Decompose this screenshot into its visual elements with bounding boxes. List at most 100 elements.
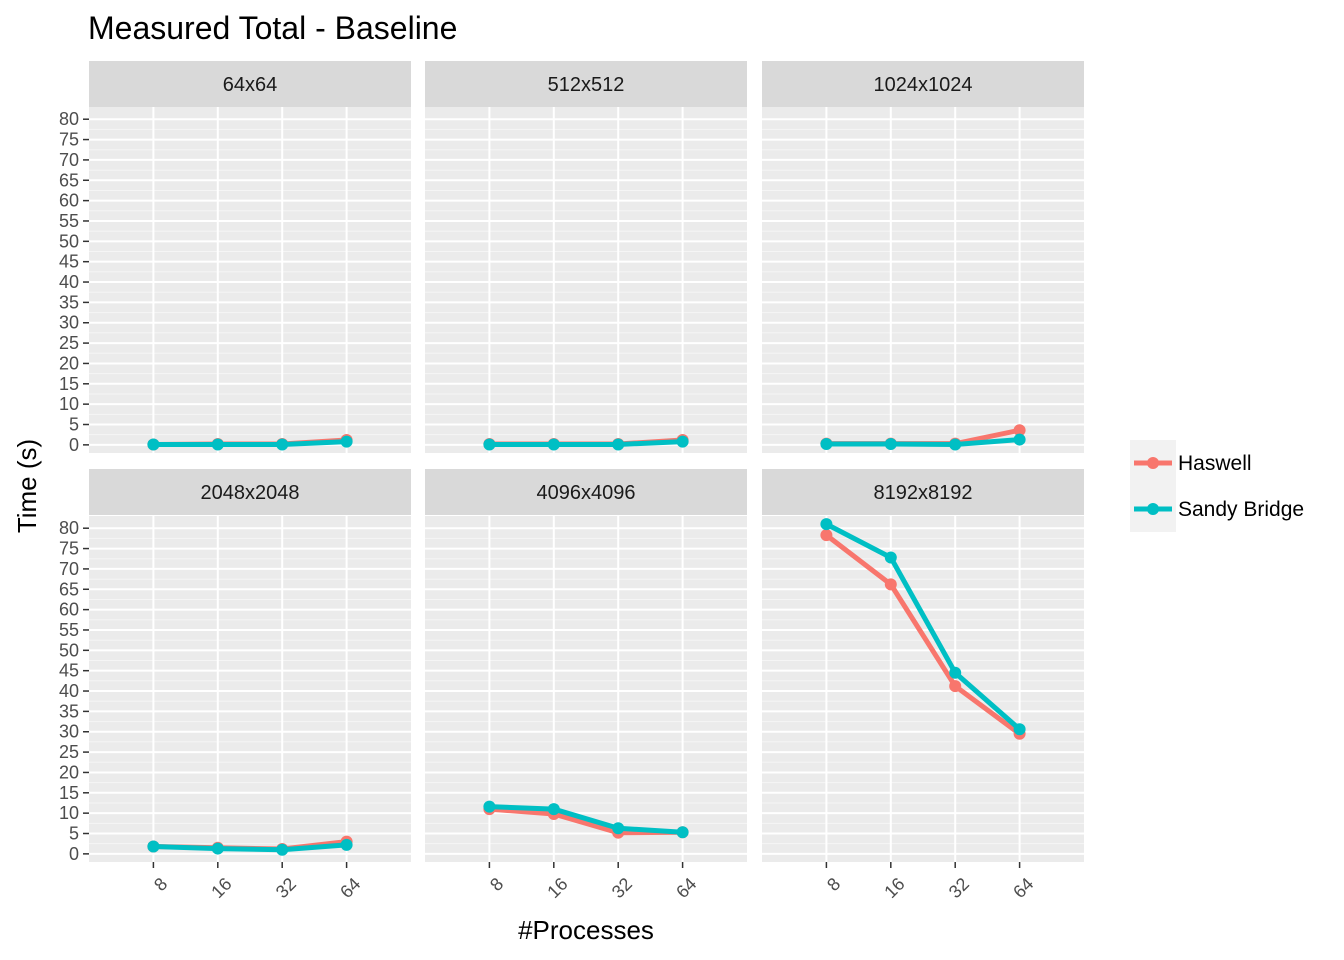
- y-tick-label: 15: [59, 374, 79, 394]
- y-tick-label: 80: [59, 109, 79, 129]
- data-point: [820, 438, 833, 451]
- y-axis-title: Time (s): [12, 439, 42, 533]
- y-tick-label: 75: [59, 539, 79, 559]
- data-point: [340, 435, 353, 448]
- series-line: [823, 437, 1023, 447]
- x-axis-title: #Processes: [518, 915, 654, 945]
- y-tick-label: 5: [69, 824, 79, 844]
- data-point: [820, 529, 833, 542]
- y-tick-label: 45: [59, 661, 79, 681]
- facet-panels: 64x6405101520253035404550556065707580512…: [59, 61, 1084, 902]
- facet-panel: 1024x1024: [762, 61, 1084, 453]
- facet-panel: 512x512: [425, 61, 747, 453]
- y-tick-label: 55: [59, 620, 79, 640]
- y-tick-label: 10: [59, 803, 79, 823]
- legend-key-point: [1147, 503, 1159, 515]
- data-point: [483, 800, 496, 813]
- y-tick-label: 0: [69, 435, 79, 455]
- facet-strip: [89, 469, 411, 515]
- y-tick-label: 50: [59, 231, 79, 251]
- data-point: [276, 843, 289, 856]
- x-tick-label: 64: [1009, 874, 1037, 902]
- data-point: [949, 666, 962, 679]
- x-tick-label: 8: [150, 874, 171, 895]
- panel-background: [762, 107, 1084, 453]
- facet-strip-label: 4096x4096: [537, 482, 636, 504]
- y-tick-label: 15: [59, 783, 79, 803]
- y-tick-label: 10: [59, 394, 79, 414]
- facet-strip: [89, 61, 411, 107]
- y-tick-label: 20: [59, 353, 79, 373]
- panel-background: [425, 516, 747, 862]
- data-point: [211, 842, 224, 855]
- legend-label: Sandy Bridge: [1178, 498, 1304, 521]
- facet-strip-label: 8192x8192: [874, 482, 973, 504]
- facet-panel: 4096x4096 8 16 32 64: [425, 469, 747, 902]
- series-line: [823, 521, 1023, 732]
- y-tick-label: 80: [59, 518, 79, 538]
- data-point: [147, 840, 160, 853]
- series-line: [486, 804, 686, 835]
- y-tick-label: 60: [59, 191, 79, 211]
- data-point: [340, 838, 353, 851]
- y-tick-label: 65: [59, 579, 79, 599]
- y-tick-label: 70: [59, 150, 79, 170]
- y-tick-label: 45: [59, 252, 79, 272]
- y-tick-label: 25: [59, 333, 79, 353]
- y-tick-label: 0: [69, 844, 79, 864]
- legend-label: Haswell: [1178, 452, 1252, 475]
- y-tick-label: 55: [59, 211, 79, 231]
- y-tick-label: 60: [59, 600, 79, 620]
- data-point: [1013, 433, 1026, 446]
- series-line: [150, 842, 350, 853]
- facet-panel: 2048x20480510152025303540455055606570758…: [59, 469, 411, 902]
- x-tick-label: 64: [672, 874, 700, 902]
- y-tick-label: 30: [59, 722, 79, 742]
- data-point: [483, 438, 496, 451]
- panel-background: [89, 107, 411, 453]
- y-tick-label: 65: [59, 170, 79, 190]
- data-point: [676, 826, 689, 839]
- data-point: [676, 435, 689, 448]
- facet-strip-label: 1024x1024: [874, 74, 973, 96]
- facet-strip: [425, 469, 747, 515]
- series-line: [823, 532, 1023, 737]
- legend: Haswell Sandy Bridge: [1130, 440, 1304, 532]
- y-tick-label: 20: [59, 762, 79, 782]
- y-tick-label: 40: [59, 272, 79, 292]
- y-tick-label: 30: [59, 313, 79, 333]
- data-point: [612, 438, 625, 451]
- x-tick-label: 16: [543, 874, 571, 902]
- facet-strip-label: 512x512: [548, 74, 625, 96]
- data-point: [820, 518, 833, 531]
- data-point: [211, 438, 224, 451]
- y-tick-label: 40: [59, 681, 79, 701]
- panel-background: [762, 516, 1084, 862]
- panel-background: [89, 516, 411, 862]
- data-point: [884, 438, 897, 451]
- y-tick-label: 25: [59, 742, 79, 762]
- facet-strip: [425, 61, 747, 107]
- data-point: [612, 822, 625, 835]
- data-point: [884, 578, 897, 591]
- data-point: [1013, 424, 1026, 437]
- data-point: [147, 438, 160, 451]
- y-tick-label: 75: [59, 130, 79, 150]
- data-point: [884, 551, 897, 564]
- data-point: [949, 680, 962, 693]
- series-line: [486, 439, 686, 447]
- x-tick-label: 32: [272, 874, 300, 902]
- y-tick-label: 5: [69, 415, 79, 435]
- legend-key-point: [1147, 457, 1159, 469]
- data-point: [1013, 723, 1026, 736]
- data-point: [547, 803, 560, 816]
- facet-strip-label: 2048x2048: [201, 482, 300, 504]
- x-tick-label: 16: [880, 874, 908, 902]
- data-point: [276, 438, 289, 451]
- x-tick-label: 8: [486, 874, 507, 895]
- x-tick-label: 32: [945, 874, 973, 902]
- series-line: [150, 439, 350, 447]
- x-tick-label: 8: [823, 874, 844, 895]
- x-tick-label: 32: [608, 874, 636, 902]
